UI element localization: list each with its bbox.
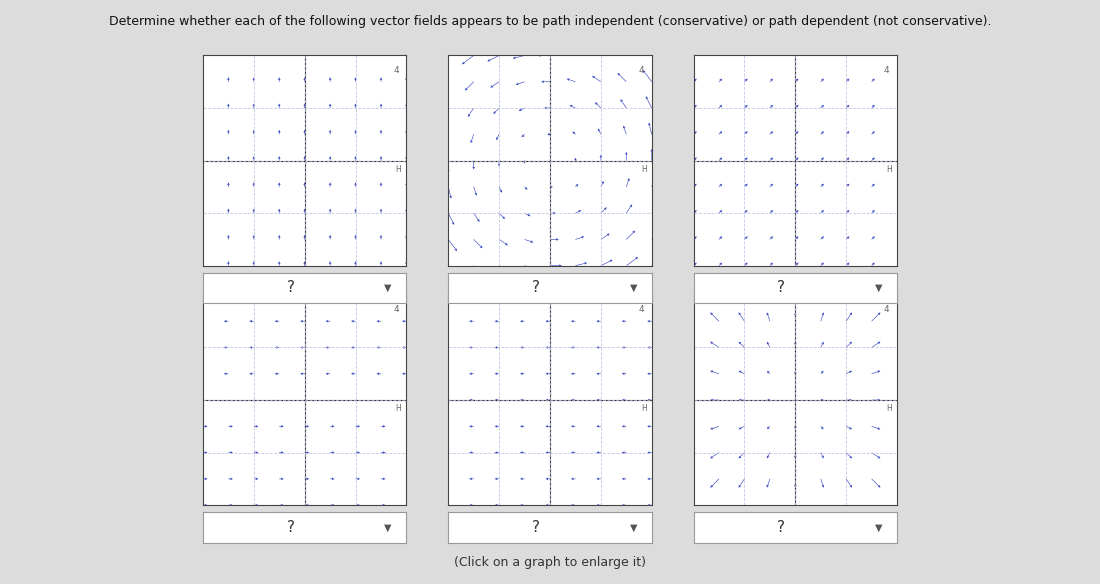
Text: 4: 4 [393,305,399,314]
Text: H: H [396,165,402,173]
Text: H: H [396,404,402,413]
Text: H: H [641,165,647,173]
Text: 4: 4 [883,305,890,314]
Text: ?: ? [531,520,540,535]
Text: ?: ? [286,520,295,535]
Text: ?: ? [286,280,295,296]
Text: H: H [887,404,892,413]
Text: ▼: ▼ [384,283,392,293]
Text: 4: 4 [638,305,645,314]
Text: ▼: ▼ [874,522,882,533]
Text: 4: 4 [393,66,399,75]
Text: Determine whether each of the following vector fields appears to be path indepen: Determine whether each of the following … [109,15,991,27]
Text: 4: 4 [638,66,645,75]
Text: ▼: ▼ [384,522,392,533]
Text: 4: 4 [883,66,890,75]
Text: ▼: ▼ [629,283,637,293]
Text: ?: ? [777,520,785,535]
Text: ?: ? [777,280,785,296]
Text: ▼: ▼ [629,522,637,533]
Text: H: H [887,165,892,173]
Text: (Click on a graph to enlarge it): (Click on a graph to enlarge it) [454,557,646,569]
Text: ▼: ▼ [874,283,882,293]
Text: ?: ? [531,280,540,296]
Text: H: H [641,404,647,413]
